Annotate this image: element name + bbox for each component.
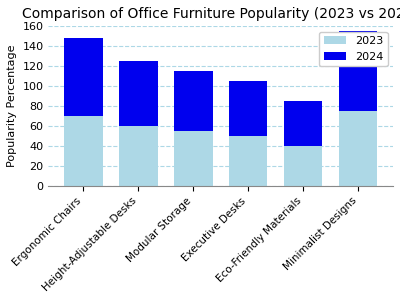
Bar — [119, 61, 158, 126]
Bar — [64, 116, 103, 186]
Bar — [64, 38, 103, 116]
Bar — [229, 81, 268, 136]
Bar — [339, 31, 377, 111]
Bar — [284, 101, 322, 146]
Bar — [119, 126, 158, 186]
Bar — [174, 71, 212, 131]
Bar — [284, 146, 322, 186]
Title: Comparison of Office Furniture Popularity (2023 vs 2024): Comparison of Office Furniture Popularit… — [22, 7, 400, 21]
Legend: 2023, 2024: 2023, 2024 — [319, 32, 388, 66]
Y-axis label: Popularity Percentage: Popularity Percentage — [7, 45, 17, 167]
Bar — [339, 111, 377, 186]
Bar — [229, 136, 268, 186]
Bar — [174, 131, 212, 186]
